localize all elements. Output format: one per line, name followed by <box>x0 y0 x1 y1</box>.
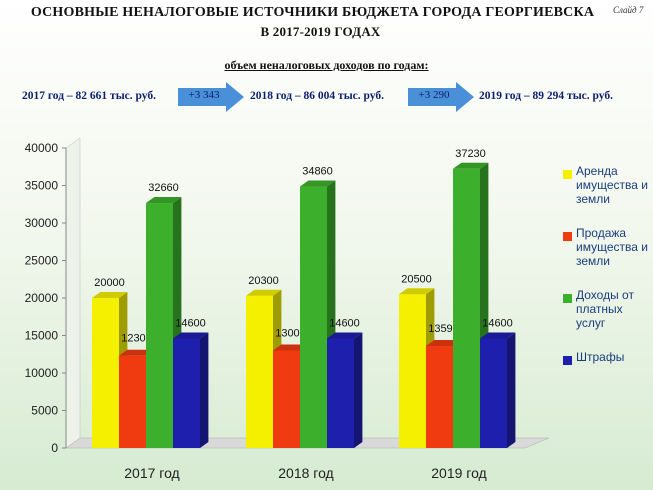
data-label: 14600 <box>482 318 513 330</box>
data-label: 13597 <box>428 323 459 335</box>
y-tick-label: 0 <box>51 441 58 455</box>
x-category-label: 2019 год <box>431 465 486 481</box>
bar-top <box>426 340 462 347</box>
y-tick-label: 5000 <box>31 404 58 418</box>
legend-swatch <box>563 356 572 365</box>
legend-swatch <box>563 232 572 241</box>
bar-side <box>200 332 209 448</box>
arrow-right-icon <box>408 82 474 112</box>
legend-item: Аренда имущества и земли <box>563 164 653 226</box>
bar-top <box>146 197 182 204</box>
y-tick-label: 40000 <box>25 141 59 155</box>
y-tick-label: 25000 <box>25 254 59 268</box>
arrow-right-icon <box>178 82 244 112</box>
bar-side <box>354 332 363 448</box>
legend-item: Штрафы <box>563 350 653 380</box>
bar-chart: 0 5000 10000 15000 20000 25000 30000 35000 40000… <box>25 137 550 481</box>
y-tick-label: 10000 <box>25 366 59 380</box>
legend-swatch <box>563 294 572 303</box>
bar-top <box>480 332 516 339</box>
subtitle: объем неналоговых доходов по годам: <box>224 58 429 72</box>
bar-side <box>507 332 516 448</box>
data-label: 20500 <box>401 273 432 285</box>
bar-top <box>92 292 128 298</box>
y-tick-label: 30000 <box>25 216 59 230</box>
bar <box>273 350 300 448</box>
x-category-label: 2018 год <box>278 465 333 481</box>
y-tick-label: 15000 <box>25 329 59 343</box>
y-tick-label: 20000 <box>25 291 59 305</box>
bar <box>480 338 507 448</box>
bar-top <box>399 288 435 295</box>
bar <box>426 346 453 448</box>
y-tick-label: 35000 <box>25 179 59 193</box>
data-label: 32660 <box>148 182 179 194</box>
side-wall <box>65 137 81 449</box>
title-line-1: ОСНОВНЫЕ НЕНАЛОГОВЫЕ ИСТОЧНИКИ БЮДЖЕТА Г… <box>30 5 595 20</box>
bar-top <box>246 289 282 296</box>
data-label: 14600 <box>329 318 360 330</box>
bar-top <box>327 332 363 339</box>
data-label: 20000 <box>94 277 125 289</box>
growth-arrow-2: +3 290 <box>408 82 474 112</box>
bar <box>246 295 273 448</box>
bar <box>327 338 354 448</box>
legend-label: Продажа имущества и земли <box>576 226 648 268</box>
slide-number: Слайд 7 <box>613 5 644 15</box>
bar-top <box>300 180 336 187</box>
legend-swatch <box>563 170 572 179</box>
data-label: 13008 <box>275 327 306 339</box>
legend-label: Доходы от платных услуг <box>576 288 634 330</box>
bar <box>92 298 119 448</box>
bar <box>300 186 327 449</box>
bar-top <box>273 344 309 351</box>
x-category-label: 2017 год <box>124 465 179 481</box>
summary-2018: 2018 год – 86 004 тыс. руб. <box>250 90 384 102</box>
growth-arrow-2-label: +3 290 <box>418 89 450 101</box>
bar <box>399 294 426 448</box>
bar-top <box>453 162 489 169</box>
data-label: 14600 <box>175 318 206 330</box>
bar <box>453 168 480 448</box>
data-label: 34860 <box>302 166 333 178</box>
chart-legend: Аренда имущества и земли Продажа имущест… <box>563 164 653 380</box>
legend-label: Штрафы <box>576 350 625 364</box>
growth-arrow-1-label: +3 343 <box>188 89 220 101</box>
legend-label: Аренда имущества и земли <box>576 164 648 206</box>
bar <box>173 338 200 448</box>
bar-top <box>119 349 155 356</box>
legend-item: Продажа имущества и земли <box>563 226 653 288</box>
bar <box>146 203 173 448</box>
summary-2017: 2017 год – 82 661 тыс. руб. <box>22 90 156 102</box>
growth-arrow-1: +3 343 <box>178 82 244 112</box>
summary-2019: 2019 год – 89 294 тыс. руб. <box>479 90 613 102</box>
data-label: 37230 <box>455 148 486 160</box>
data-label: 12301 <box>121 333 152 345</box>
data-label: 20300 <box>248 275 279 287</box>
bar <box>119 355 146 448</box>
title-line-2: В 2017-2019 ГОДАХ <box>260 24 381 39</box>
bar-top <box>173 332 209 339</box>
legend-item: Доходы от платных услуг <box>563 288 653 350</box>
